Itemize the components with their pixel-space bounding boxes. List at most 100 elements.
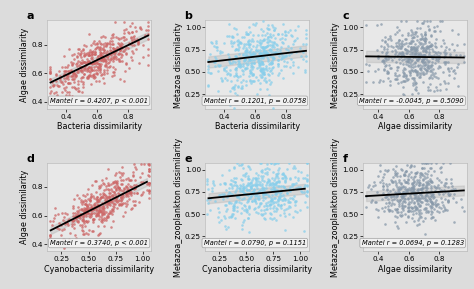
Point: [411, 87, 419, 91]
Point: [221, 192, 228, 197]
Point: [99, 51, 107, 56]
Point: [47, 77, 55, 81]
Point: [251, 197, 259, 202]
Point: [117, 196, 125, 200]
Point: [421, 38, 429, 43]
Point: [258, 54, 265, 59]
Point: [52, 72, 60, 77]
Point: [117, 188, 125, 193]
Point: [88, 205, 96, 209]
Point: [447, 188, 455, 193]
Point: [85, 64, 93, 69]
Point: [401, 187, 409, 192]
Point: [94, 45, 101, 50]
Point: [264, 172, 271, 176]
Point: [257, 161, 265, 166]
Point: [71, 73, 79, 77]
Point: [419, 58, 427, 63]
Point: [102, 51, 110, 55]
Point: [103, 215, 110, 220]
Point: [100, 58, 108, 62]
Point: [302, 36, 310, 40]
Point: [244, 40, 251, 45]
Point: [273, 47, 281, 52]
Point: [428, 204, 436, 209]
Point: [270, 203, 278, 208]
Point: [267, 35, 274, 40]
Point: [64, 218, 72, 223]
Point: [399, 192, 407, 197]
Point: [214, 63, 222, 68]
Point: [117, 55, 124, 60]
Point: [109, 49, 117, 54]
Point: [87, 208, 94, 212]
Point: [96, 209, 103, 214]
Point: [246, 78, 254, 83]
Point: [241, 174, 249, 179]
Point: [417, 52, 425, 57]
Point: [125, 66, 133, 71]
Point: [302, 42, 310, 47]
Point: [112, 197, 120, 202]
Point: [109, 188, 116, 193]
Point: [237, 211, 245, 215]
Point: [70, 197, 78, 202]
Point: [265, 202, 273, 207]
Point: [271, 56, 278, 60]
Point: [255, 64, 263, 69]
Point: [250, 58, 258, 62]
Point: [393, 192, 401, 197]
Point: [82, 207, 89, 211]
Point: [452, 53, 459, 58]
Point: [124, 45, 132, 50]
Point: [50, 83, 57, 88]
Point: [266, 210, 274, 215]
Point: [123, 62, 130, 66]
Point: [92, 204, 100, 209]
Point: [407, 209, 415, 214]
Point: [259, 61, 266, 66]
Point: [61, 78, 69, 83]
Point: [262, 182, 270, 187]
Point: [419, 58, 426, 63]
Point: [432, 75, 440, 80]
Point: [255, 51, 263, 55]
Point: [126, 23, 134, 28]
Point: [376, 169, 383, 174]
Point: [241, 35, 248, 40]
Point: [265, 66, 273, 70]
Point: [394, 187, 401, 191]
Point: [405, 49, 412, 53]
Point: [120, 48, 128, 53]
Point: [73, 193, 81, 197]
Point: [440, 50, 447, 54]
Point: [396, 191, 403, 195]
Point: [144, 172, 152, 177]
Point: [131, 186, 139, 191]
Point: [69, 218, 77, 223]
Point: [71, 233, 78, 237]
Point: [231, 53, 239, 58]
Point: [236, 185, 243, 190]
Point: [419, 42, 427, 47]
Point: [409, 39, 417, 43]
Point: [128, 58, 136, 63]
Point: [458, 205, 465, 209]
Point: [78, 58, 86, 62]
Point: [263, 207, 271, 212]
Point: [114, 185, 122, 189]
Point: [77, 213, 85, 217]
Y-axis label: Metazoa_zooplankton dissimilarity: Metazoa_zooplankton dissimilarity: [331, 137, 340, 277]
Point: [415, 197, 422, 202]
Point: [390, 194, 397, 198]
Point: [100, 43, 108, 48]
Point: [293, 36, 301, 41]
Point: [127, 178, 134, 182]
Point: [81, 53, 88, 57]
Point: [395, 203, 402, 208]
Point: [252, 176, 260, 181]
Point: [105, 51, 113, 55]
Point: [386, 83, 394, 87]
Point: [110, 197, 118, 202]
Point: [292, 209, 299, 214]
